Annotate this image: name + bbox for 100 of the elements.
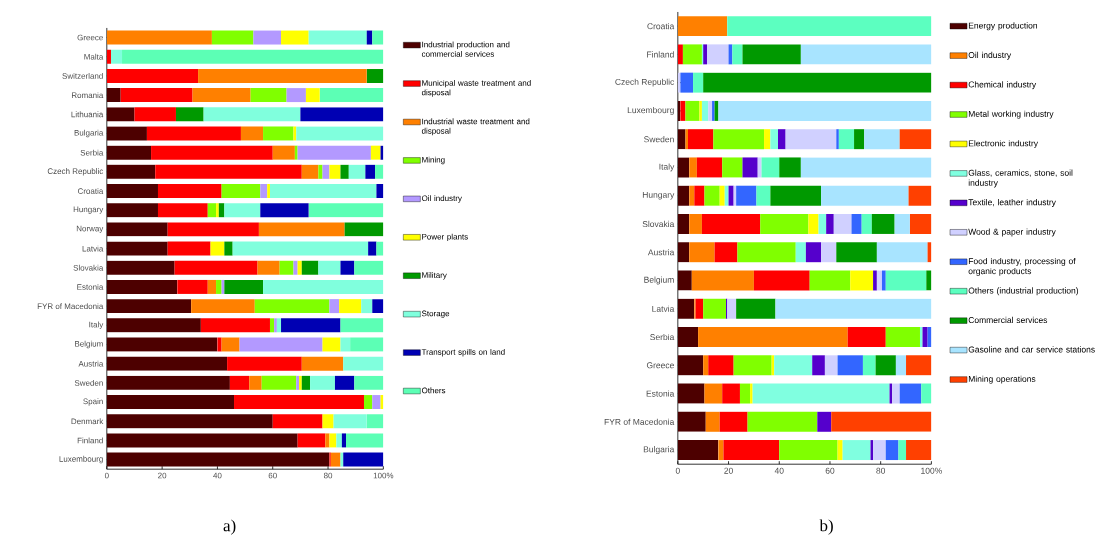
bar: [106, 164, 156, 179]
bar: [106, 356, 228, 371]
legend-label: Mining operations: [968, 375, 1036, 384]
bar: [752, 383, 890, 404]
bar: [221, 337, 240, 352]
bar: [873, 440, 886, 461]
bar: [795, 242, 806, 263]
bar: [167, 222, 259, 237]
bar: [875, 355, 896, 376]
bar: [329, 164, 341, 179]
bar: [677, 327, 699, 347]
bar: [677, 185, 690, 206]
bar: [876, 270, 882, 291]
bar: [375, 164, 384, 179]
bar: [800, 44, 932, 65]
bar: [701, 213, 761, 234]
bar: [329, 299, 340, 314]
bar: [812, 355, 825, 376]
bar: [203, 107, 301, 122]
bar: [261, 375, 297, 390]
bar: [207, 279, 217, 294]
bar: [224, 241, 233, 256]
bar: [297, 145, 371, 160]
bar: [704, 383, 723, 404]
bar: [737, 242, 796, 263]
bar: [106, 395, 235, 410]
bar: [340, 452, 344, 467]
bar: [308, 203, 384, 218]
x-tick-label: 0: [675, 467, 680, 474]
bar: [322, 414, 334, 429]
bar: [343, 356, 384, 371]
bar: [677, 383, 705, 404]
y-tick-label: Serbia: [650, 333, 675, 341]
bar: [689, 242, 715, 263]
bar: [110, 49, 123, 64]
bar: [106, 30, 212, 45]
y-tick-label: Croatia: [647, 22, 675, 30]
bar: [705, 411, 720, 432]
y-tick-label: Finland: [647, 51, 674, 58]
bar: [691, 270, 754, 291]
bar: [339, 299, 362, 314]
bar: [361, 299, 373, 314]
bar: [106, 452, 330, 467]
bar: [340, 260, 355, 275]
bar: [680, 72, 694, 93]
bar: [174, 260, 258, 275]
y-tick-label: Slovakia: [642, 220, 675, 228]
bar: [106, 184, 158, 198]
bar: [293, 260, 298, 275]
bar: [723, 440, 780, 461]
bar: [106, 299, 192, 314]
bar: [348, 164, 366, 179]
bar: [677, 129, 686, 150]
bar: [742, 157, 758, 178]
bar: [260, 203, 309, 218]
bar: [300, 107, 384, 122]
bar: [343, 452, 384, 467]
bar: [376, 241, 384, 256]
bar: [363, 395, 373, 410]
bar: [760, 213, 809, 234]
bar: [325, 433, 330, 448]
y-tick-label: Latvia: [652, 305, 675, 312]
bar: [106, 414, 273, 429]
bar: [155, 164, 302, 179]
y-tick-label: Bulgaria: [643, 446, 675, 454]
x-tick-label: 20: [724, 467, 733, 474]
bar: [318, 260, 341, 275]
bar: [106, 145, 152, 160]
bar: [341, 433, 347, 448]
bar: [366, 68, 384, 83]
bar: [842, 440, 871, 461]
bar: [334, 375, 355, 390]
bar: [249, 375, 262, 390]
bar: [750, 383, 753, 404]
y-tick-label: Hungary: [642, 191, 675, 200]
legend-label: Electronic industry: [968, 140, 1038, 149]
bar: [253, 30, 282, 45]
bar: [260, 184, 268, 198]
bar: [192, 88, 251, 103]
bar: [301, 356, 344, 371]
bar: [232, 241, 369, 256]
bar: [211, 30, 254, 45]
bar: [258, 222, 345, 237]
bar: [240, 126, 264, 141]
bar: [106, 241, 168, 256]
bar: [106, 68, 199, 83]
bar: [677, 242, 690, 263]
bar: [742, 44, 801, 65]
bar: [703, 298, 727, 319]
bar: [157, 203, 208, 218]
bar: [747, 411, 818, 432]
bar: [708, 355, 734, 376]
x-tick-label: 60: [825, 467, 835, 474]
bar: [694, 185, 705, 206]
bar: [106, 260, 175, 275]
bar: [909, 213, 932, 234]
bar: [695, 298, 704, 319]
bar: [685, 100, 700, 121]
bar: [296, 126, 384, 141]
bar: [718, 440, 724, 461]
